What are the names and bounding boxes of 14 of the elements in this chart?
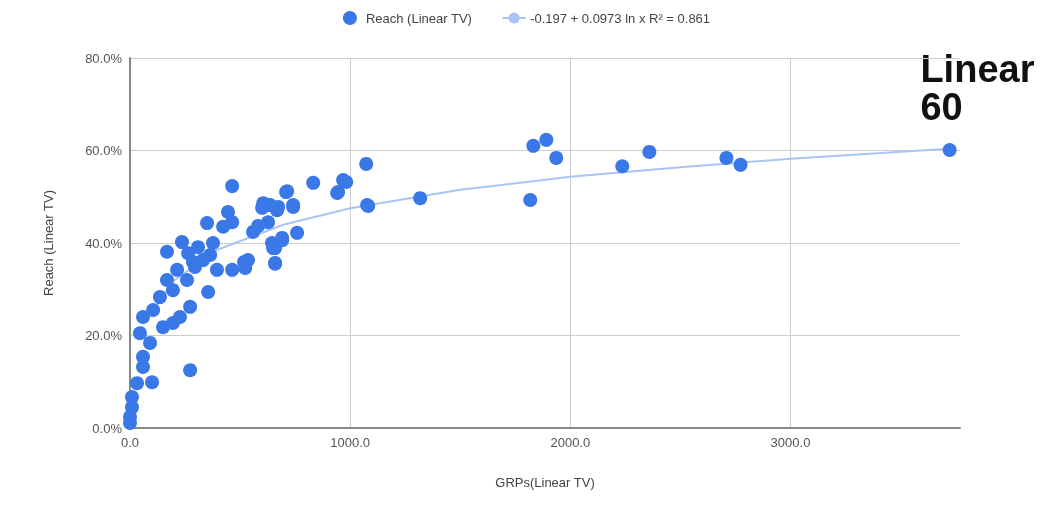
y-tick-label: 0.0% bbox=[92, 420, 123, 436]
legend-label: Reach (Linear TV) bbox=[365, 10, 472, 26]
x-axis-title: GRPs(Linear TV) bbox=[495, 475, 595, 490]
y-tick-label: 20.0% bbox=[85, 328, 123, 343]
x-tick-label: 0.0 bbox=[120, 435, 140, 450]
annotation: Linear 60 bbox=[920, 48, 1046, 128]
x-tick-label: 2000.0 bbox=[550, 435, 591, 450]
y-tick-label: 40.0% bbox=[85, 235, 123, 251]
x-tick-label: 1000.0 bbox=[330, 435, 371, 450]
legend-label: -0.197 + 0.0973 ln x R² = 0.861 bbox=[530, 10, 711, 26]
y-axis-title: Reach (Linear TV) bbox=[41, 190, 56, 296]
y-tick-label: 60.0% bbox=[85, 143, 123, 158]
y-tick-label: 80.0% bbox=[85, 50, 123, 66]
x-tick-label: 3000.0 bbox=[770, 435, 811, 450]
